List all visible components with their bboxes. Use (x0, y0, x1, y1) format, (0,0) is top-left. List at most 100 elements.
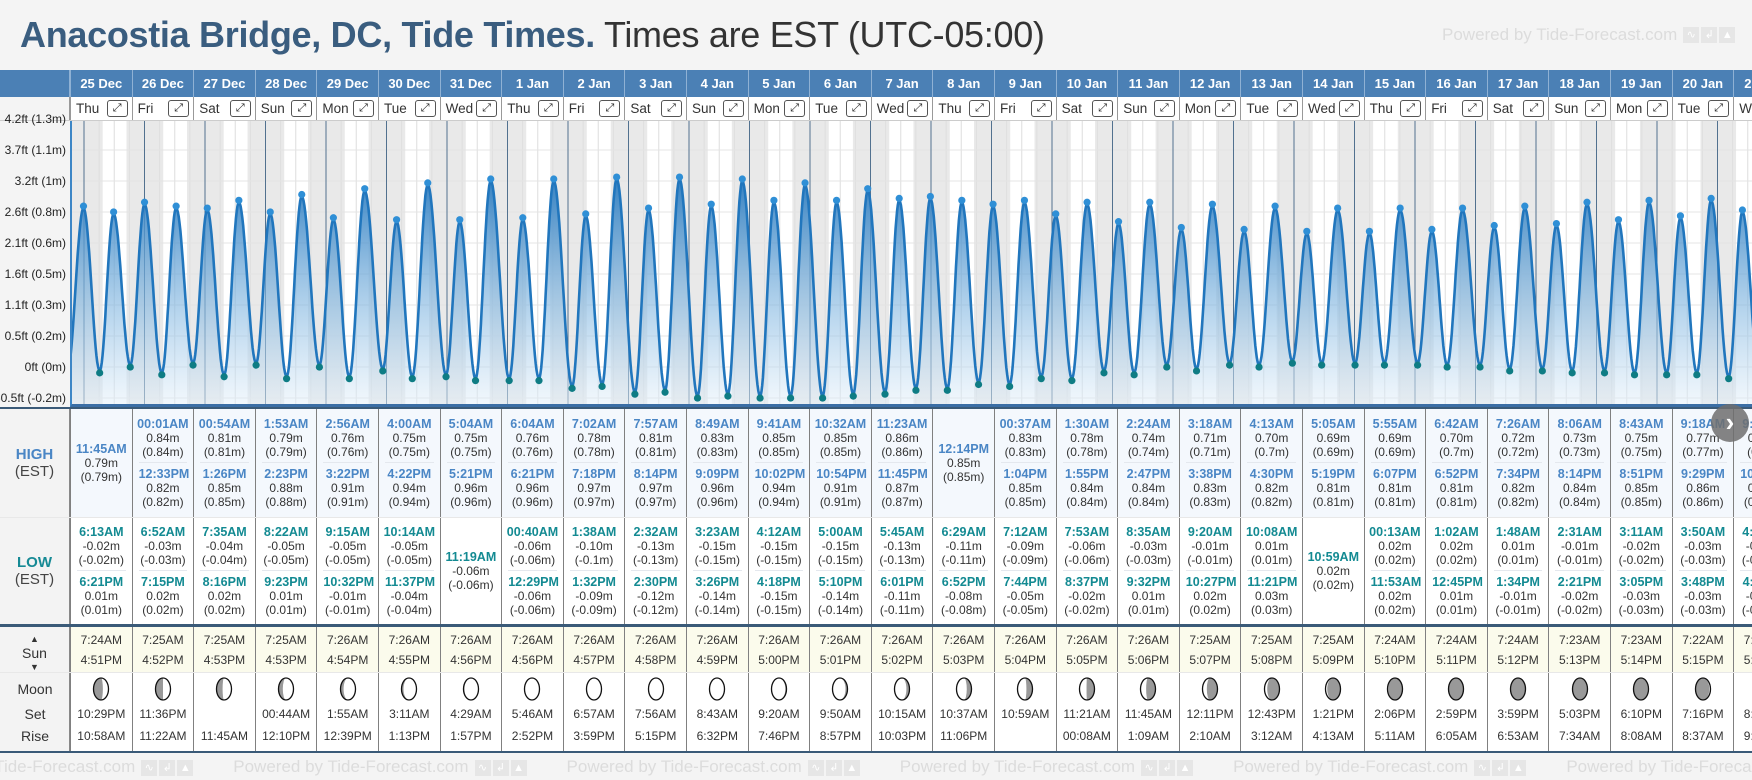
expand-day-button[interactable]: ⤢ (352, 100, 374, 117)
moon-cell: 11:36PM 11:22AM (131, 673, 194, 751)
tide-height-alt: (0.01m) (1127, 603, 1170, 617)
weekday-label: Sat (1492, 100, 1514, 116)
expand-day-button[interactable]: ⤢ (476, 100, 498, 117)
high-tide-point (1114, 218, 1123, 226)
expand-day-button[interactable]: ⤢ (106, 100, 128, 117)
expand-day-button[interactable]: ⤢ (291, 100, 313, 117)
expand-day-button[interactable]: ⤢ (414, 100, 436, 117)
tide-height: -0.13m (883, 539, 921, 553)
tide-height-alt: (0.79m) (80, 470, 122, 484)
tide-height-alt: (0.88m) (265, 495, 307, 509)
tide-height: 0.78m (577, 431, 611, 445)
low-tide-point (661, 388, 669, 396)
expand-day-button[interactable]: ⤢ (1092, 100, 1114, 117)
high-tide-entry: 5:05AM 0.69m (0.69m) (1303, 414, 1364, 462)
tide-height-alt: (0.86m) (1682, 495, 1724, 509)
moon-label-text: Moon (17, 681, 53, 697)
sunset-time: 5:03PM (943, 653, 985, 667)
moon-cell: 3:11AM 1:13PM (378, 673, 440, 751)
tide-time: 5:05AM (1311, 417, 1356, 431)
tide-height: 0.84m (1131, 481, 1166, 495)
expand-day-button[interactable]: ⤢ (1584, 100, 1606, 117)
tide-height-alt: (0.85m) (1004, 495, 1046, 509)
moon-cell: 4:29AM 1:57PM (439, 673, 502, 751)
expand-day-button[interactable]: ⤢ (229, 100, 251, 117)
expand-day-button[interactable]: ⤢ (1523, 100, 1545, 117)
expand-day-button[interactable]: ⤢ (599, 100, 621, 117)
tide-height: 0.70m (1439, 431, 1474, 445)
tide-time: 11:45AM (75, 442, 127, 456)
low-tide-cell: 1:38AM -0.10m (-0.1m) 1:32PM -0.09m (-0.09m) (562, 518, 625, 624)
sunrise-time: 7:26AM (450, 633, 492, 647)
high-tide-entry: 3:22PM 0.91m (0.91m) (323, 462, 372, 512)
expand-day-button[interactable]: ⤢ (537, 100, 559, 117)
weekday-cell: Thu ⤢ (932, 97, 994, 120)
high-tide-point (1738, 206, 1747, 214)
date-label: 8 Jan (947, 76, 981, 91)
low-tide-entry: 9:23PM 0.01m (0.01m) (261, 570, 311, 620)
low-tide-entry: 8:22AM -0.05m (-0.05m) (256, 522, 317, 570)
expand-day-button[interactable]: ⤢ (1461, 100, 1483, 117)
low-tide-entry: 4:18PM -0.15m (-0.15m) (754, 570, 804, 620)
date-header-cell: 27 Dec (193, 70, 255, 97)
expand-day-button[interactable]: ⤢ (168, 100, 190, 117)
sunrise-time: 7:26AM (1004, 633, 1046, 647)
moon-cell: 3:59PM 6:53AM (1486, 673, 1549, 751)
low-tide-entry: 2:21PM -0.02m (-0.02m) (1555, 570, 1604, 620)
moon-phase-icon (1200, 676, 1220, 707)
moonrise-time: 2:52PM (511, 729, 554, 743)
sunrise-time: 7:24AM (1435, 633, 1478, 647)
moon-phase-icon (707, 676, 727, 707)
expand-day-button[interactable]: ⤢ (1708, 100, 1730, 117)
low-tide-entry: 8:35AM -0.03m (-0.03m) (1118, 522, 1179, 570)
expand-day-button[interactable]: ⤢ (845, 100, 867, 117)
expand-day-button[interactable]: ⤢ (1338, 100, 1360, 117)
expand-day-button[interactable]: ⤢ (907, 100, 929, 117)
tide-time: 10:59AM (1307, 550, 1359, 564)
expand-day-button[interactable]: ⤢ (1276, 100, 1298, 117)
tide-height-alt: (-0.11m) (941, 553, 986, 567)
tide-height-alt: (0.97m) (635, 495, 677, 509)
high-tide-cell: 11:23AM 0.86m (0.86m) 11:45PM 0.87m (0.87m) (870, 409, 933, 517)
low-tide-entry: 10:08AM 0.01m (0.01m) (1241, 522, 1302, 570)
moon-phase-icon (1693, 676, 1713, 707)
low-tide-entry: 2:30PM -0.12m (-0.12m) (631, 570, 680, 620)
expand-day-button[interactable]: ⤢ (1400, 100, 1422, 117)
expand-day-button[interactable]: ⤢ (660, 100, 682, 117)
watermark-text: Powered by Tide-Forecast.com (1566, 757, 1752, 776)
tide-time: 2:31AM (1557, 525, 1602, 539)
tide-height: -0.05m (1745, 539, 1752, 553)
tide-height-alt: (0.86m) (1743, 495, 1752, 509)
moonrise-time: 7:34AM (1559, 729, 1601, 743)
expand-day-button[interactable]: ⤢ (1153, 100, 1175, 117)
tide-height: -0.15m (760, 589, 798, 603)
moonset-time: 3:11AM (389, 707, 430, 721)
date-header-cell: 13 Jan (1240, 70, 1302, 97)
weekday-label: Mon (1184, 100, 1212, 116)
est-label: (EST) (14, 463, 55, 480)
tide-time: 11:21PM (1247, 575, 1298, 589)
low-tide-point (408, 375, 416, 383)
high-tide-point (392, 216, 401, 224)
expand-day-button[interactable]: ⤢ (968, 100, 990, 117)
tide-time: 9:09PM (695, 467, 740, 481)
high-tide-point (1583, 198, 1591, 206)
expand-day-button[interactable]: ⤢ (1215, 100, 1237, 117)
low-tide-entry: 10:14AM -0.05m (-0.05m) (379, 522, 440, 570)
high-tide-entry: 7:34PM 0.82m (0.82m) (1493, 462, 1543, 512)
date-label: 2 Jan (577, 76, 611, 91)
low-tide-point (1130, 371, 1138, 379)
expand-day-button[interactable]: ⤢ (722, 100, 744, 117)
expand-day-button[interactable]: ⤢ (1030, 100, 1052, 117)
scroll-next-button[interactable]: › (1711, 404, 1749, 442)
low-tide-point (282, 375, 291, 383)
tide-time: 8:14PM (633, 467, 678, 481)
expand-day-button[interactable]: ⤢ (784, 100, 806, 117)
sunrise-time: 7:26AM (511, 633, 554, 647)
moonset-time: 12:11PM (1186, 707, 1234, 721)
low-tide-cell: 10:59AM 0.02m (0.02m) (1302, 518, 1364, 624)
watermark-text: Powered by Tide-Forecast.com (1233, 757, 1469, 776)
moonrise-time: 7:46PM (758, 729, 800, 743)
high-tide-entry: 00:54AM 0.81m (0.81m) (194, 414, 255, 462)
expand-day-button[interactable]: ⤢ (1646, 100, 1668, 117)
